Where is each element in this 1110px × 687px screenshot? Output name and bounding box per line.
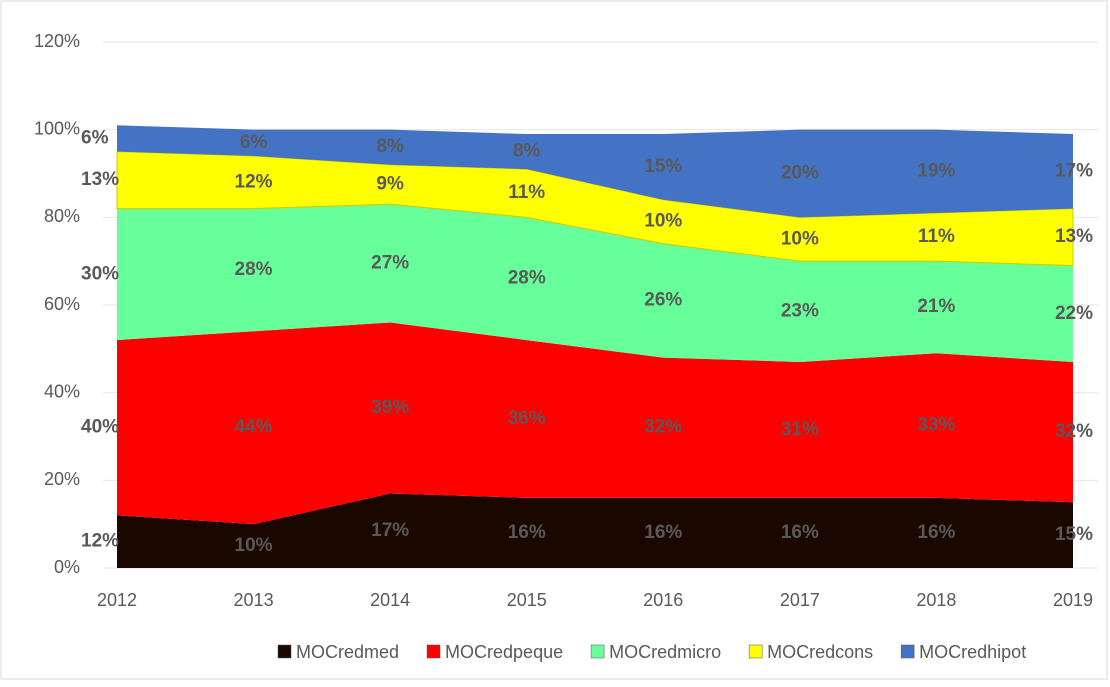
data-label: 23%: [781, 301, 819, 322]
y-tick-label: 100%: [34, 118, 80, 138]
data-label: 21%: [917, 296, 955, 317]
data-label: 32%: [1055, 421, 1093, 442]
data-label: 44%: [235, 417, 273, 438]
data-label: 22%: [1055, 303, 1093, 324]
data-label: 15%: [644, 156, 682, 177]
legend-swatch: [426, 644, 441, 659]
x-tick-label: 2013: [234, 590, 274, 610]
area: [117, 204, 1073, 362]
data-label: 11%: [918, 226, 955, 247]
data-label: 9%: [376, 173, 404, 194]
x-tick-label: 2016: [643, 590, 683, 610]
data-label: 13%: [81, 169, 119, 190]
data-label: 12%: [235, 171, 273, 192]
area: [117, 322, 1073, 525]
y-tick-label: 40%: [44, 381, 80, 401]
legend-swatch: [900, 644, 915, 659]
data-label: 17%: [371, 520, 409, 541]
x-tick-label: 2017: [780, 590, 820, 610]
data-label: 17%: [1055, 160, 1093, 181]
data-label: 19%: [917, 160, 955, 181]
area: [116, 151, 1074, 267]
data-label: 8%: [513, 141, 541, 162]
legend-label: MOCredhipot: [919, 642, 1026, 662]
legend-label: MOCredpeque: [445, 642, 563, 662]
data-label: 16%: [508, 522, 546, 543]
data-label: 28%: [508, 268, 546, 289]
x-tick-label: 2012: [97, 590, 137, 610]
data-label: 16%: [644, 522, 682, 543]
legend-swatch: [748, 644, 763, 659]
y-tick-label: 120%: [34, 31, 80, 51]
data-label: 10%: [781, 228, 819, 249]
data-label: 32%: [644, 417, 682, 438]
data-label: 36%: [508, 408, 546, 429]
y-tick-label: 0%: [54, 557, 80, 577]
legend-label: MOCredmicro: [609, 642, 721, 662]
area: [117, 493, 1073, 568]
data-label: 10%: [235, 535, 273, 556]
data-label: 30%: [81, 263, 119, 284]
data-label: 20%: [781, 163, 819, 184]
x-tick-label: 2019: [1053, 590, 1093, 610]
data-label: 16%: [917, 522, 955, 543]
data-label: 15%: [1055, 524, 1093, 545]
x-tick-label: 2018: [916, 590, 956, 610]
data-label: 13%: [1055, 226, 1093, 247]
x-tick-label: 2015: [507, 590, 547, 610]
y-tick-label: 80%: [44, 206, 80, 226]
area: [117, 125, 1073, 218]
data-label: 40%: [81, 417, 119, 438]
legend-label: MOCredcons: [767, 642, 873, 662]
legend-swatch: [277, 644, 292, 659]
data-label: 33%: [917, 415, 955, 436]
data-label: 6%: [81, 127, 109, 148]
legend-label: MOCredmed: [296, 642, 399, 662]
data-label: 10%: [644, 211, 682, 232]
data-label: 6%: [240, 132, 268, 153]
data-label: 31%: [781, 419, 819, 440]
data-label: 8%: [376, 136, 404, 157]
data-label: 39%: [371, 397, 409, 418]
data-label: 11%: [508, 182, 545, 203]
data-label: 28%: [235, 259, 273, 280]
y-tick-label: 20%: [44, 469, 80, 489]
y-tick-label: 60%: [44, 294, 80, 314]
data-label: 27%: [371, 252, 409, 273]
data-label: 26%: [644, 290, 682, 311]
legend-swatch: [590, 644, 605, 659]
data-label: 12%: [81, 531, 119, 552]
data-label: 16%: [781, 522, 819, 543]
x-tick-label: 2014: [370, 590, 410, 610]
